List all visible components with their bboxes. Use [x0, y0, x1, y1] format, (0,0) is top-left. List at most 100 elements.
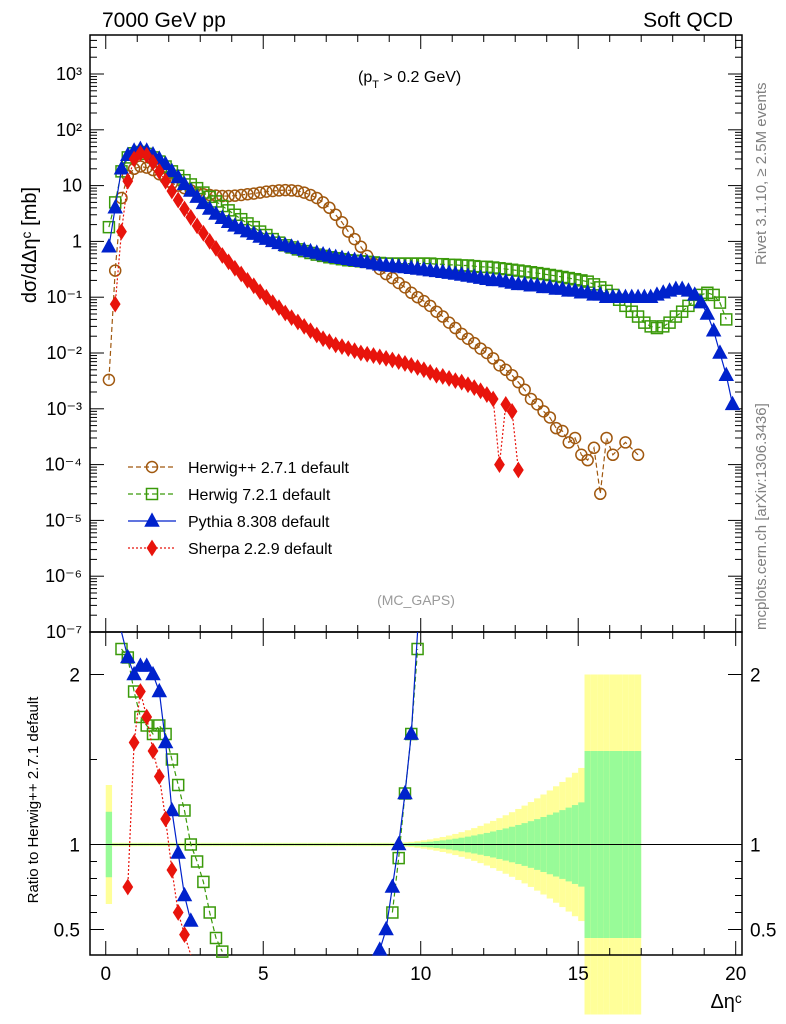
ratio-point: [126, 665, 142, 681]
data-point: [234, 188, 248, 202]
data-point: [223, 253, 234, 271]
data-point: [210, 239, 222, 257]
data-point: [113, 160, 130, 175]
y-tick-label: 10⁻⁴: [45, 455, 82, 475]
data-point: [506, 402, 518, 420]
data-point: [543, 411, 557, 424]
data-point: [644, 320, 657, 333]
y-tick-label: 10²: [56, 120, 82, 140]
data-point: [693, 294, 709, 309]
ratio-point: [176, 886, 193, 902]
ratio-point: [184, 838, 198, 851]
data-point: [248, 277, 260, 295]
data-point: [713, 296, 727, 309]
ratio-y-tick-label-right: 0.5: [750, 921, 776, 942]
y-tick-label: 10⁻¹: [46, 287, 82, 307]
x-tick-label: 20: [725, 964, 746, 985]
data-point: [705, 322, 722, 337]
ratio-y-tick-label-right: 2: [750, 666, 761, 687]
data-point: [724, 395, 741, 411]
data-point: [108, 264, 122, 277]
data-point: [568, 431, 582, 445]
x-tick-label: 5: [258, 964, 269, 985]
data-point: [392, 276, 405, 290]
pt-cut-rest: > 0.2 GeV): [379, 69, 461, 86]
data-point: [253, 186, 267, 199]
legend-item: Herwig++ 2.7.1 default: [128, 460, 350, 477]
ratio-point: [172, 904, 184, 921]
data-point: [172, 191, 184, 209]
y-tick-label: 10⁻⁵: [45, 510, 82, 530]
data-point: [195, 194, 212, 210]
data-point: [556, 424, 569, 438]
data-point: [160, 172, 171, 190]
data-point: [587, 441, 601, 455]
ratio-point: [197, 875, 210, 889]
data-point: [166, 182, 178, 200]
data-point: [411, 290, 424, 304]
data-point: [562, 436, 576, 449]
ratio-line: [127, 691, 192, 956]
legend-item: Herwig 7.2.1 default: [128, 487, 331, 504]
ratio-point: [141, 708, 153, 726]
data-point: [279, 183, 292, 197]
data-point: [285, 184, 298, 197]
data-point: [304, 188, 317, 202]
legend-marker: [145, 460, 159, 474]
legend-label: Sherpa 2.2.9 default: [188, 541, 333, 558]
data-point: [323, 201, 336, 215]
data-point: [204, 233, 216, 250]
ratio-point: [378, 920, 394, 936]
data-point: [505, 368, 519, 382]
ratio-point: [386, 906, 399, 919]
data-point: [102, 373, 116, 387]
data-point: [176, 175, 193, 191]
data-point: [486, 352, 500, 365]
ratio-point: [115, 642, 128, 656]
data-point: [549, 421, 563, 435]
ratio-point: [190, 855, 204, 868]
data-point: [712, 344, 728, 359]
ratio-point: [164, 801, 180, 817]
data-point: [235, 265, 247, 283]
y-tick-label: 10⁻⁷: [46, 622, 82, 642]
data-point: [310, 191, 324, 205]
y-axis-label-ratio: Ratio to Herwig++ 2.7.1 default: [25, 696, 42, 904]
ratio-series-diamond: [122, 683, 192, 956]
y-tick-label: 10⁻²: [46, 343, 82, 363]
data-point: [355, 344, 367, 362]
data-point: [153, 162, 165, 180]
data-point: [619, 436, 632, 449]
ratio-point: [384, 878, 401, 893]
data-point: [361, 345, 373, 363]
data-point: [191, 217, 203, 235]
data-point: [512, 461, 524, 479]
data-point: [581, 453, 594, 467]
data-point: [189, 188, 205, 203]
ratio-point: [209, 931, 223, 945]
data-point: [185, 208, 197, 226]
data-point: [686, 286, 703, 301]
ratio-y-tick-label: 1: [69, 836, 80, 857]
y-axis-label-main: dσ/dΔηᶜ [mb]: [19, 187, 41, 303]
data-point: [228, 189, 242, 202]
ratio-line: [379, 631, 419, 951]
data-point: [229, 259, 241, 277]
legend-item: Pythia 8.308 default: [128, 512, 330, 531]
data-point: [720, 313, 733, 326]
analysis-tag: (MC_GAPS): [377, 592, 455, 608]
data-point: [606, 448, 620, 462]
ratio-point: [171, 778, 185, 792]
series-triangle: [101, 140, 741, 411]
ratio-point: [151, 682, 168, 698]
data-point: [128, 150, 140, 168]
ratio-point: [122, 878, 134, 896]
ratio-point: [183, 912, 199, 927]
y-tick-label: 10⁻³: [46, 399, 82, 419]
data-point: [164, 162, 180, 178]
data-point: [348, 232, 361, 246]
ratio-y-tick-label: 0.5: [54, 921, 80, 942]
data-point: [222, 189, 235, 203]
data-point: [699, 305, 716, 320]
data-point: [141, 146, 153, 164]
